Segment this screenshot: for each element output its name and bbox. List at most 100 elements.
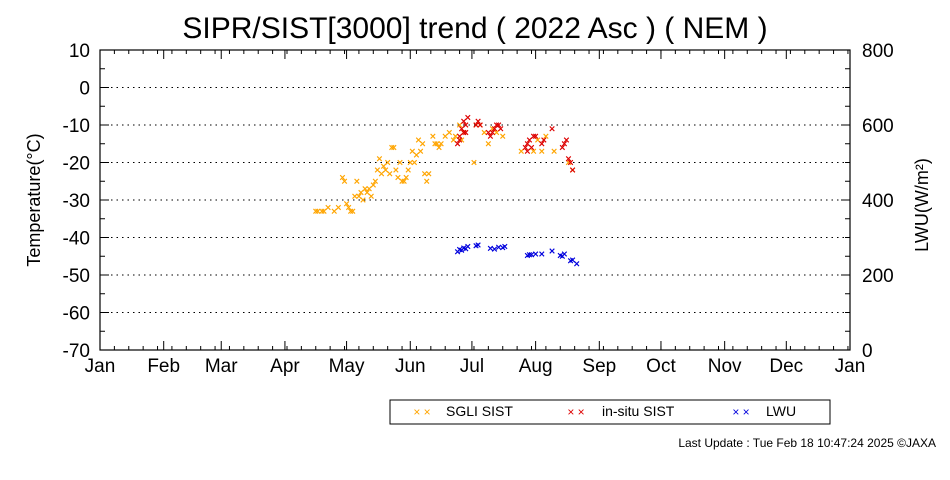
- point-lwu: [539, 251, 545, 257]
- point-lwu: [549, 248, 555, 254]
- point-sgli-sist: [452, 133, 459, 139]
- point-sgli-sist: [401, 178, 407, 184]
- point-in-situ-sist: [463, 129, 469, 136]
- x-tick-label: Jan: [835, 356, 866, 377]
- last-update-text: Last Update : Tue Feb 18 10:47:24 2025 ©…: [678, 436, 936, 450]
- legend-box: [389, 399, 831, 425]
- y-tick-label: -60: [63, 304, 90, 325]
- point-sgli-sist: [421, 171, 428, 177]
- point-sgli-sist: [442, 133, 448, 139]
- point-in-situ-sist: [563, 137, 570, 143]
- x-tick-label: Jun: [395, 356, 426, 377]
- legend-label-insitu: in-situ SIST: [602, 403, 675, 419]
- point-sgli-sist: [343, 201, 350, 207]
- legend-label-sgli: SGLI SIST: [446, 403, 513, 419]
- point-lwu: [526, 252, 533, 258]
- point-in-situ-sist: [559, 144, 566, 151]
- legend-marker-lwu: × ×: [732, 405, 749, 419]
- x-tick-label: May: [329, 356, 365, 377]
- point-sgli-sist: [434, 141, 440, 147]
- x-tick-label: Mar: [205, 356, 238, 377]
- point-sgli-sist: [347, 208, 354, 214]
- point-in-situ-sist: [495, 122, 502, 128]
- point-in-situ-sist: [463, 122, 469, 128]
- point-in-situ-sist: [493, 122, 500, 128]
- point-in-situ-sist: [485, 129, 492, 136]
- point-sgli-sist: [438, 141, 444, 147]
- point-sgli-sist: [539, 148, 545, 154]
- point-in-situ-sist: [567, 159, 574, 166]
- x-tick-label: Dec: [769, 356, 803, 377]
- point-sgli-sist: [358, 189, 364, 196]
- y-axis-title: Temperature(°C): [24, 133, 44, 266]
- point-in-situ-sist: [465, 114, 471, 121]
- point-sgli-sist: [345, 204, 352, 211]
- grid: [100, 87, 850, 313]
- point-lwu: [569, 257, 576, 263]
- point-in-situ-sist: [530, 133, 537, 139]
- point-in-situ-sist: [458, 126, 465, 132]
- point-sgli-sist: [493, 129, 500, 136]
- point-sgli-sist: [481, 129, 487, 136]
- point-sgli-sist: [430, 133, 436, 139]
- point-lwu: [528, 252, 535, 258]
- point-sgli-sist: [372, 178, 379, 184]
- point-sgli-sist: [426, 171, 432, 177]
- point-in-situ-sist: [522, 144, 529, 151]
- point-in-situ-sist: [524, 141, 531, 147]
- point-sgli-sist: [362, 186, 368, 192]
- point-sgli-sist: [356, 193, 362, 199]
- point-sgli-sist: [341, 178, 348, 184]
- point-sgli-sist: [407, 159, 413, 166]
- point-sgli-sist: [411, 159, 418, 166]
- point-sgli-sist: [350, 208, 356, 214]
- point-sgli-sist: [370, 182, 376, 188]
- y-tick-label: -20: [63, 154, 90, 175]
- point-lwu: [502, 243, 508, 250]
- point-sgli-sist: [432, 141, 438, 147]
- point-sgli-sist: [389, 144, 395, 151]
- y2-tick-label: 0: [862, 341, 873, 362]
- legend-marker-sgli: × ×: [413, 405, 430, 419]
- x-tick-label: Sep: [582, 356, 616, 377]
- point-sgli-sist: [446, 129, 453, 136]
- point-lwu: [465, 243, 471, 250]
- point-in-situ-sist: [541, 137, 547, 143]
- point-sgli-sist: [331, 208, 337, 214]
- point-sgli-sist: [471, 159, 477, 166]
- y2-tick-label: 800: [862, 41, 894, 62]
- point-in-situ-sist: [461, 118, 467, 124]
- point-sgli-sist: [368, 193, 374, 199]
- point-sgli-sist: [534, 137, 541, 143]
- point-lwu: [491, 246, 498, 252]
- point-sgli-sist: [352, 193, 358, 199]
- point-sgli-sist: [321, 208, 327, 214]
- point-sgli-sist: [436, 144, 442, 151]
- point-in-situ-sist: [528, 144, 535, 151]
- point-lwu: [487, 245, 494, 252]
- point-in-situ-sist: [524, 148, 531, 154]
- point-in-situ-sist: [473, 122, 479, 128]
- point-sgli-sist: [387, 171, 393, 177]
- point-sgli-sist: [456, 122, 463, 128]
- point-in-situ-sist: [487, 133, 494, 139]
- point-lwu: [532, 251, 539, 257]
- legend-label-lwu: LWU: [766, 403, 796, 419]
- point-sgli-sist: [374, 167, 381, 173]
- point-sgli-sist: [382, 167, 389, 173]
- y-tick-label: 10: [69, 41, 90, 62]
- x-tick-label: Aug: [519, 356, 553, 377]
- point-in-situ-sist: [491, 126, 498, 132]
- point-lwu: [475, 242, 481, 248]
- point-in-situ-sist: [489, 129, 496, 136]
- point-sgli-sist: [315, 208, 321, 214]
- point-in-situ-sist: [497, 126, 504, 132]
- point-sgli-sist: [366, 186, 372, 192]
- point-in-situ-sist: [475, 118, 481, 124]
- point-sgli-sist: [424, 178, 430, 184]
- y-tick-label: -70: [63, 341, 90, 362]
- point-sgli-sist: [319, 208, 325, 214]
- point-in-situ-sist: [539, 141, 545, 147]
- point-sgli-sist: [339, 174, 346, 181]
